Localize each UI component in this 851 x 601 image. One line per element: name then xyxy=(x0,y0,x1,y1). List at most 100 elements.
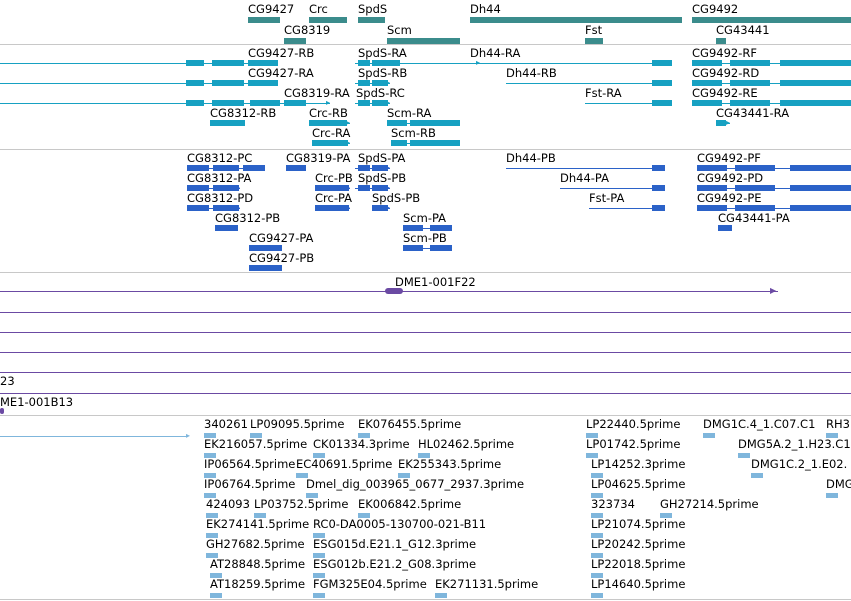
est-label[interactable]: FGM325E04.5prime xyxy=(313,577,427,591)
est-label[interactable]: LP21074.5prime xyxy=(591,517,686,531)
exon-block[interactable] xyxy=(410,120,460,126)
est-label[interactable]: AT28848.5prime xyxy=(210,557,306,571)
est-label[interactable]: 323734 xyxy=(591,497,635,511)
exon-block[interactable] xyxy=(358,80,370,86)
gene-feature[interactable] xyxy=(716,38,726,44)
est-feature[interactable] xyxy=(204,433,216,438)
est-feature[interactable] xyxy=(313,533,325,538)
exon-block[interactable] xyxy=(692,80,722,86)
exon-block[interactable] xyxy=(186,60,204,66)
est-feature[interactable] xyxy=(204,493,216,498)
clone-label[interactable]: ME1-001B13 xyxy=(0,395,74,409)
transcript-label[interactable]: SpdS-PB xyxy=(358,171,407,185)
exon-block[interactable] xyxy=(187,205,209,211)
exon-block[interactable] xyxy=(697,165,727,171)
est-feature[interactable] xyxy=(204,453,216,458)
exon-block[interactable] xyxy=(286,165,306,171)
est-feature[interactable] xyxy=(313,573,325,578)
est-feature[interactable] xyxy=(313,553,325,558)
est-feature[interactable] xyxy=(738,453,750,458)
gene-label[interactable]: Crc xyxy=(309,2,328,16)
transcript-label[interactable]: CG9492-RE xyxy=(692,86,758,100)
exon-block[interactable] xyxy=(692,60,722,66)
transcript-label[interactable]: SpdS-RC xyxy=(356,86,405,100)
exon-block[interactable] xyxy=(697,205,727,211)
est-feature[interactable] xyxy=(210,593,222,598)
est-feature[interactable] xyxy=(296,473,308,478)
est-label[interactable]: EC40691.5prime xyxy=(296,457,393,471)
exon-block[interactable] xyxy=(248,80,278,86)
est-label[interactable]: LP03752.5prime xyxy=(254,497,349,511)
est-feature[interactable] xyxy=(591,513,603,518)
exon-block[interactable] xyxy=(212,80,244,86)
est-label[interactable]: LP22440.5prime xyxy=(586,417,681,431)
exon-block[interactable] xyxy=(309,120,347,126)
exon-block[interactable] xyxy=(403,225,423,231)
transcript-label[interactable]: Scm-PA xyxy=(403,211,447,225)
exon-block[interactable] xyxy=(697,185,727,191)
exon-block[interactable] xyxy=(212,100,244,106)
transcript-label[interactable]: SpdS-PA xyxy=(358,151,406,165)
est-feature[interactable] xyxy=(591,533,603,538)
transcript-label[interactable]: Dh44-RA xyxy=(470,46,521,60)
exon-block[interactable] xyxy=(652,80,672,86)
exon-block[interactable] xyxy=(692,100,722,106)
exon-block[interactable] xyxy=(358,165,370,171)
exon-block[interactable] xyxy=(780,60,851,66)
transcript-label[interactable]: CG8319-PA xyxy=(286,151,351,165)
clone-line[interactable] xyxy=(0,352,851,353)
est-line[interactable] xyxy=(0,436,188,437)
est-label[interactable]: 424093 xyxy=(206,497,250,511)
exon-block[interactable] xyxy=(716,120,726,126)
exon-block[interactable] xyxy=(790,165,851,171)
est-label[interactable]: LP20242.5prime xyxy=(591,537,686,551)
transcript-label[interactable]: SpdS-RB xyxy=(358,66,408,80)
exon-block[interactable] xyxy=(210,120,245,126)
exon-block[interactable] xyxy=(186,100,204,106)
est-label[interactable]: IP06564.5prime xyxy=(204,457,296,471)
exon-block[interactable] xyxy=(358,100,370,106)
transcript-label[interactable]: CG9427-PB xyxy=(249,251,315,265)
est-feature[interactable] xyxy=(358,433,370,438)
est-label[interactable]: ESG012b.E21.2_G08.3prime xyxy=(313,557,477,571)
exon-block[interactable] xyxy=(718,225,732,231)
clone-label[interactable]: DME1-001F22 xyxy=(395,275,476,289)
transcript-label[interactable]: CG9492-RF xyxy=(692,46,757,60)
est-label[interactable]: ESG015d.E21.1_G12.3prime xyxy=(313,537,477,551)
est-feature[interactable] xyxy=(206,533,218,538)
transcript-label[interactable]: Scm-RB xyxy=(391,126,436,140)
exon-block[interactable] xyxy=(780,100,851,106)
transcript-label[interactable]: Fst-RA xyxy=(585,86,622,100)
transcript-label[interactable]: SpdS-PB xyxy=(372,191,421,205)
est-feature[interactable] xyxy=(206,513,218,518)
est-feature[interactable] xyxy=(586,433,598,438)
est-feature[interactable] xyxy=(591,573,603,578)
est-label[interactable]: LP14252.3prime xyxy=(591,457,686,471)
gene-feature[interactable] xyxy=(248,17,280,23)
est-label[interactable]: EK274141.5prime xyxy=(206,517,310,531)
transcript-label[interactable]: CG9492-RD xyxy=(692,66,760,80)
gene-label[interactable]: Scm xyxy=(387,23,412,37)
exon-block[interactable] xyxy=(652,100,672,106)
exon-block[interactable] xyxy=(652,185,665,191)
est-label[interactable]: GH27682.5prime xyxy=(206,537,305,551)
exon-block[interactable] xyxy=(372,185,388,191)
gene-label[interactable]: CG9492 xyxy=(692,2,739,16)
transcript-label[interactable]: Scm-PB xyxy=(403,231,447,245)
gene-feature[interactable] xyxy=(309,17,347,23)
est-label[interactable]: CK01334.3prime xyxy=(313,437,410,451)
exon-block[interactable] xyxy=(730,60,770,66)
est-feature[interactable] xyxy=(254,513,266,518)
gene-feature[interactable] xyxy=(387,38,460,44)
transcript-label[interactable]: CG9492-PD xyxy=(697,171,764,185)
exon-block[interactable] xyxy=(312,140,348,146)
exon-block[interactable] xyxy=(790,205,851,211)
transcript-label[interactable]: CG8319-RA xyxy=(284,86,350,100)
est-label[interactable]: HL02462.5prime xyxy=(418,437,515,451)
est-label[interactable]: AT18259.5prime xyxy=(210,577,306,591)
gene-label[interactable]: CG43441 xyxy=(716,23,770,37)
transcript-label[interactable]: CG9427-RA xyxy=(248,66,314,80)
est-label[interactable]: LP14640.5prime xyxy=(591,577,686,591)
est-label[interactable]: LP09095.5prime xyxy=(250,417,345,431)
exon-block[interactable] xyxy=(372,100,388,106)
